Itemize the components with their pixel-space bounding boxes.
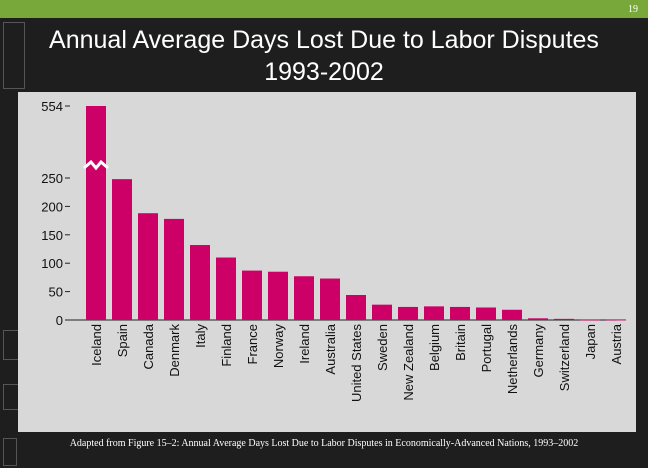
bar [372,304,392,320]
y-tick-label: 250 [41,171,63,186]
x-tick-label: Norway [271,324,286,369]
bar [606,319,626,321]
page-number: 19 [628,4,638,15]
axis-break-marker [83,159,109,171]
x-tick-label: United States [349,324,364,403]
bar [476,307,496,320]
bar [450,306,470,320]
x-tick-label: Sweden [375,324,390,371]
x-tick-label: Spain [115,324,130,357]
x-tick-label: Canada [141,323,156,369]
figure-caption: Adapted from Figure 15–2: Annual Average… [69,438,579,449]
bar [216,257,236,320]
bar [528,318,548,320]
side-decoration [3,438,17,466]
bar [268,271,288,320]
bar [190,245,210,320]
x-tick-label: Denmark [167,324,182,377]
bar [398,306,418,320]
side-decoration [3,22,25,89]
y-tick-label: 200 [41,199,63,214]
x-tick-label: Australia [323,323,338,374]
bar [86,106,106,320]
x-tick-label: Germany [531,324,546,378]
x-tick-label: Japan [583,324,598,359]
y-tick-label: 0 [56,313,63,328]
y-tick-label: 150 [41,228,63,243]
x-tick-label: Switzerland [557,324,572,391]
title-line-1: Annual Average Days Lost Due to Labor Di… [49,26,599,54]
bar [580,319,600,321]
bar [294,276,314,320]
x-tick-label: New Zealand [401,324,416,401]
bar [346,295,366,320]
bar [242,270,262,320]
x-tick-label: Finland [219,324,234,367]
bar [138,213,158,320]
header-band [0,0,648,18]
bar [554,318,574,320]
y-tick-label: 100 [41,256,63,271]
bar [502,309,522,320]
x-tick-label: Portugal [479,324,494,373]
chart-title: Annual Average Days Lost Due to Labor Di… [0,24,648,88]
bar [424,306,444,320]
bar [164,218,184,320]
y-tick-label: 554 [41,99,63,114]
x-tick-label: Iceland [89,324,104,366]
x-tick-label: France [245,324,260,364]
x-tick-label: Italy [193,324,208,348]
title-line-2: 1993-2002 [264,58,384,86]
x-tick-label: Belgium [427,324,442,371]
bar [112,179,132,320]
bar [320,278,340,320]
x-tick-label: Austria [609,323,624,364]
y-tick-label: 50 [49,285,63,300]
x-tick-label: Netherlands [505,324,520,395]
x-tick-label: Britain [453,324,468,361]
x-tick-label: Ireland [297,324,312,364]
